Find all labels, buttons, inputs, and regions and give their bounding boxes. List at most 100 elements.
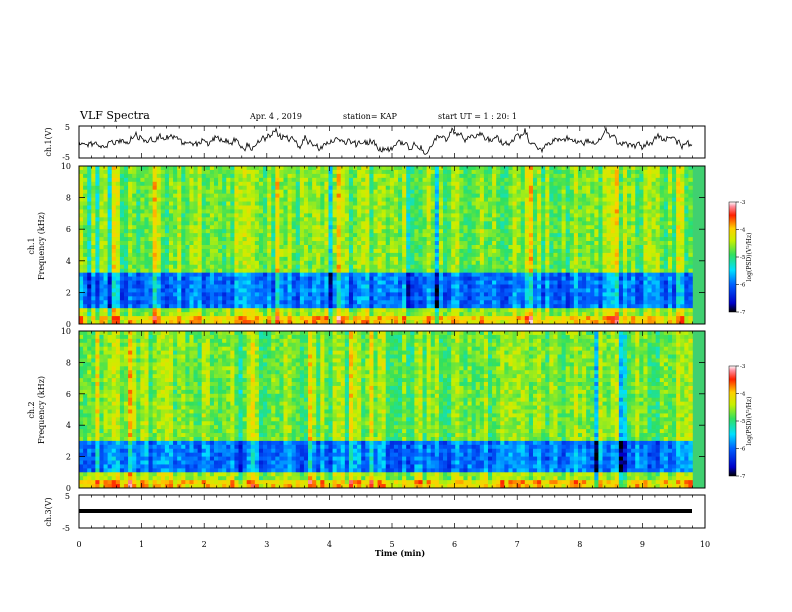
spectrogram-cell (328, 201, 333, 206)
spectrogram-cell (140, 268, 145, 273)
spectrogram-cell (582, 169, 587, 175)
spectrogram-cell (107, 229, 113, 234)
spectrogram-cell (128, 248, 133, 254)
spectrogram-cell (402, 284, 407, 289)
spectrogram-cell (565, 237, 571, 242)
spectrogram-cell (549, 256, 554, 262)
spectrogram-cell (385, 272, 391, 277)
spectrogram-cell (500, 221, 505, 226)
spectrogram-cell (463, 256, 468, 262)
spectrogram-cell (303, 225, 309, 230)
spectrogram-cell (545, 169, 550, 175)
spectrogram-cell (373, 185, 378, 190)
spectrogram-cell (381, 292, 387, 297)
spectrogram-cell (344, 173, 350, 179)
spectrogram-cell (365, 229, 370, 234)
spectrogram-cell (524, 256, 530, 262)
spectrogram-cell (410, 260, 415, 266)
spectrogram-cell (639, 260, 644, 266)
spectrogram-cell (688, 221, 693, 226)
spectrogram-cell (586, 217, 591, 222)
spectrogram-cell (606, 284, 611, 289)
spectrogram-cell (344, 205, 350, 210)
spectrogram-cell (471, 268, 477, 273)
spectrogram-cell (418, 245, 423, 250)
spectrogram-cell (672, 241, 677, 246)
spectrogram-cell (287, 185, 292, 190)
spectrogram-cell (348, 189, 354, 194)
spectrogram-cell (230, 225, 235, 230)
spectrogram-cell (316, 252, 321, 258)
spectrogram-cell (598, 252, 603, 258)
spectrogram-cell (340, 169, 346, 175)
spectrogram-cell (414, 213, 419, 218)
spectrogram-cell (213, 276, 219, 281)
spectrogram-cell (430, 201, 436, 206)
spectrogram-cell (177, 197, 182, 202)
spectrogram-cell (614, 197, 620, 202)
spectrogram-cell (393, 177, 399, 183)
spectrogram-cell (586, 233, 591, 238)
spectrogram-cell (594, 237, 599, 242)
spectrogram-cell (606, 280, 611, 285)
spectrogram-cell (614, 185, 620, 190)
spectrogram-cell (479, 225, 485, 230)
spectrogram-cell (197, 245, 202, 250)
spectrogram-cell (275, 252, 280, 258)
spectrogram-cell (565, 229, 571, 234)
spectrogram-cell (275, 213, 280, 218)
spectrogram-cell (651, 221, 656, 226)
spectrogram-cell (467, 197, 472, 202)
spectrogram-cell (434, 252, 440, 258)
spectrogram-cell (606, 173, 611, 179)
spectrogram-cell (111, 288, 117, 293)
spectrogram-cell (164, 189, 170, 194)
spectrogram-cell (173, 264, 178, 269)
spectrogram-cell (107, 252, 113, 258)
spectrogram-cell (676, 197, 681, 202)
spectrogram-cell (410, 177, 415, 183)
spectrogram-cell (594, 169, 599, 175)
spectrogram-cell (672, 173, 677, 179)
spectrogram-cell (569, 248, 575, 254)
spectrogram-cell (516, 181, 522, 187)
spectrogram-cell (647, 284, 652, 289)
spectrogram-cell (537, 221, 542, 226)
spectrogram-cell (254, 245, 260, 250)
spectrogram-cell (402, 292, 407, 297)
spectrogram-cell (238, 284, 243, 289)
spectrogram-cell (655, 280, 661, 285)
spectrogram-cell (123, 252, 129, 258)
spectrogram-cell (177, 201, 182, 206)
spectrogram-cell (487, 248, 493, 254)
spectrogram-cell (91, 233, 96, 238)
spectrogram-cell (443, 213, 448, 218)
spectrogram-cell (655, 177, 661, 183)
spectrogram-cell (606, 197, 611, 202)
spectrogram-cell (111, 248, 117, 254)
spectrogram-cell (197, 288, 202, 293)
spectrogram-cell (353, 252, 358, 258)
spectrogram-cell (426, 241, 432, 246)
spectrogram-cell (627, 292, 632, 297)
spectrogram-cell (103, 201, 108, 206)
spectrogram-cell (99, 248, 104, 254)
spectrogram-cell (500, 264, 505, 269)
spectrogram-cell (136, 166, 141, 171)
spectrogram-cell (238, 245, 243, 250)
spectrogram-cell (107, 241, 113, 246)
spectrogram-cell (586, 268, 591, 273)
spectrogram-cell (451, 201, 456, 206)
spectrogram-cell (246, 292, 252, 297)
spectrogram-cell (83, 173, 88, 179)
spectrogram-cell (688, 201, 693, 206)
spectrogram-cell (148, 248, 153, 254)
spectrogram-cell (111, 237, 117, 242)
spectrogram-cell (201, 169, 207, 175)
spectrogram-cell (328, 177, 333, 183)
spectrogram-cell (512, 173, 517, 179)
spectrogram-cell (140, 217, 145, 222)
spectrogram-cell (635, 292, 640, 297)
spectrogram-cell (132, 185, 137, 190)
spectrogram-cell (348, 205, 354, 210)
